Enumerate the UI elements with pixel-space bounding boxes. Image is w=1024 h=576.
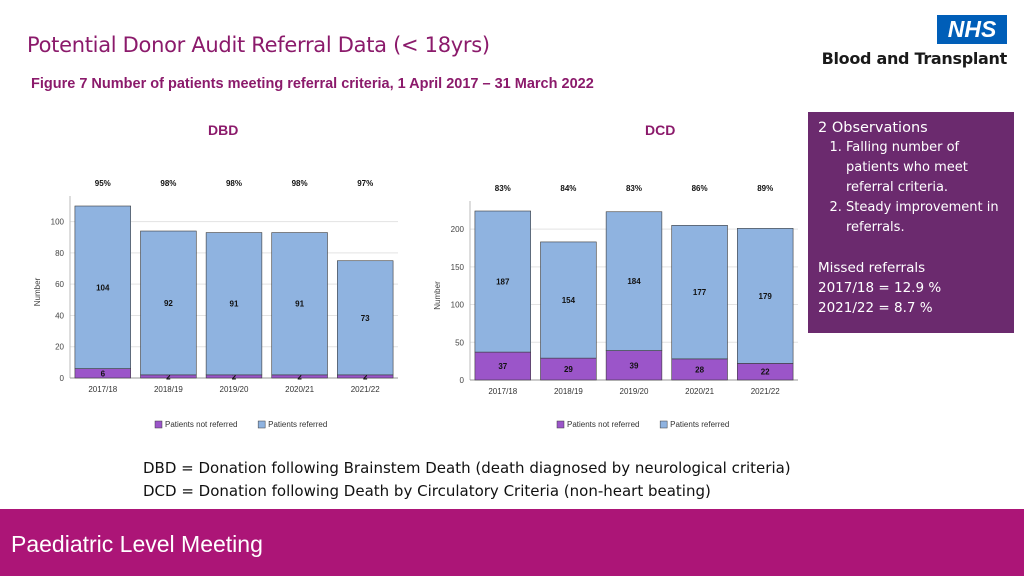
legend-entry: Patients not referred [165, 420, 237, 429]
x-tick-label: 2021/22 [351, 385, 380, 394]
percent-label: 98% [160, 179, 176, 188]
y-axis-label: Number [433, 281, 442, 310]
bar-referred [671, 225, 728, 360]
missed-referrals-line: 2017/18 = 12.9 % [818, 280, 942, 296]
legend-entry: Patients referred [670, 420, 729, 429]
observation-item: Falling number of patients who meet refe… [846, 138, 1004, 198]
x-tick-label: 2020/21 [285, 385, 314, 394]
logo-subtitle: Blood and Transplant [821, 49, 1008, 68]
footnotes: DBD = Donation following Brainstem Death… [143, 457, 791, 503]
percent-label: 98% [226, 179, 242, 188]
data-label: 179 [759, 292, 773, 301]
x-tick-label: 2021/22 [751, 387, 780, 396]
dcd-chart-title: DCD [645, 122, 676, 138]
data-label: 184 [627, 277, 641, 286]
missed-referrals-line: 2021/22 = 8.7 % [818, 300, 933, 316]
percent-label: 86% [692, 184, 708, 193]
y-tick-label: 100 [51, 218, 65, 227]
y-tick-label: 20 [55, 343, 64, 352]
y-tick-label: 50 [455, 338, 464, 347]
x-tick-label: 2017/18 [488, 387, 517, 396]
figure-caption: Figure 7 Number of patients meeting refe… [31, 76, 594, 92]
data-label: 91 [295, 300, 304, 309]
percent-label: 83% [626, 184, 642, 193]
footnote-dcd: DCD = Donation following Death by Circul… [143, 482, 711, 500]
data-label: 22 [761, 368, 770, 377]
page-title: Potential Donor Audit Referral Data (< 1… [27, 33, 490, 57]
data-label: 154 [562, 296, 576, 305]
y-tick-label: 200 [451, 225, 465, 234]
data-label: 177 [693, 288, 707, 297]
legend-swatch [154, 420, 163, 429]
observations-list: Falling number of patients who meet refe… [818, 138, 1004, 238]
y-tick-label: 80 [55, 249, 64, 258]
percent-label: 95% [95, 179, 111, 188]
chart-legend: Patients not referred Patients referred [154, 420, 327, 429]
x-tick-label: 2019/20 [620, 387, 649, 396]
observations-title: 2 Observations [818, 120, 928, 136]
bar-referred [605, 211, 663, 351]
data-label: 91 [230, 300, 239, 309]
data-label: 73 [361, 314, 370, 323]
y-tick-label: 150 [451, 263, 465, 272]
data-label: 2 [297, 372, 302, 381]
data-label: 39 [630, 361, 639, 370]
legend-entry: Patients referred [268, 420, 327, 429]
percent-label: 84% [560, 184, 576, 193]
missed-referrals-title: Missed referrals [818, 260, 926, 276]
bar-referred [140, 230, 197, 376]
dbd-chart-title: DBD [208, 122, 239, 138]
y-tick-label: 0 [460, 376, 465, 385]
y-tick-label: 40 [55, 311, 64, 320]
data-label: 92 [164, 299, 173, 308]
data-label: 2 [363, 372, 368, 381]
bar-referred [474, 210, 531, 353]
bar-referred [540, 241, 597, 359]
legend-swatch [556, 420, 565, 429]
bar-referred [74, 205, 131, 369]
data-label: 29 [564, 365, 573, 374]
footer-bar: Paediatric Level Meeting [0, 509, 1024, 576]
dcd-chart: 0 50 100 150 200 Number 37 187 83% 2017/18 29 154 84… [433, 184, 798, 429]
data-label: 37 [498, 362, 507, 371]
dbd-chart: 0 20 40 60 80 100 Number 6 104 95% 2017/18 2 92 98% 20… [33, 179, 398, 429]
bar-referred [271, 232, 328, 376]
percent-label: 83% [495, 184, 511, 193]
nhs-logo: NHS [937, 15, 1007, 44]
bar-referred [205, 232, 263, 376]
footer-text: Paediatric Level Meeting [11, 531, 263, 557]
percent-label: 89% [757, 184, 773, 193]
legend-entry: Patients not referred [567, 420, 639, 429]
y-tick-label: 100 [451, 301, 465, 310]
y-axis-label: Number [33, 277, 42, 306]
chart-legend: Patients not referred Patients referred [556, 420, 729, 429]
footnote-dbd: DBD = Donation following Brainstem Death… [143, 459, 791, 477]
x-tick-label: 2017/18 [88, 385, 117, 394]
x-tick-label: 2019/20 [220, 385, 249, 394]
bar-referred [337, 260, 394, 376]
observations-panel: 2 Observations Falling number of patient… [808, 112, 1014, 333]
legend-swatch [659, 420, 668, 429]
data-label: 28 [695, 365, 704, 374]
data-label: 2 [232, 372, 237, 381]
y-tick-label: 0 [60, 374, 65, 383]
bar-referred [737, 228, 794, 364]
y-tick-label: 60 [55, 280, 64, 289]
data-label: 2 [166, 372, 171, 381]
data-label: 6 [101, 369, 106, 378]
x-tick-label: 2020/21 [685, 387, 714, 396]
x-tick-label: 2018/19 [154, 385, 183, 394]
data-label: 104 [96, 283, 110, 292]
data-label: 187 [496, 278, 510, 287]
percent-label: 98% [292, 179, 308, 188]
x-tick-label: 2018/19 [554, 387, 583, 396]
legend-swatch [257, 420, 266, 429]
observation-item: Steady improvement in referrals. [846, 198, 1004, 238]
bar-not-referred [474, 351, 531, 381]
bar-not-referred [605, 350, 663, 381]
percent-label: 97% [357, 179, 373, 188]
